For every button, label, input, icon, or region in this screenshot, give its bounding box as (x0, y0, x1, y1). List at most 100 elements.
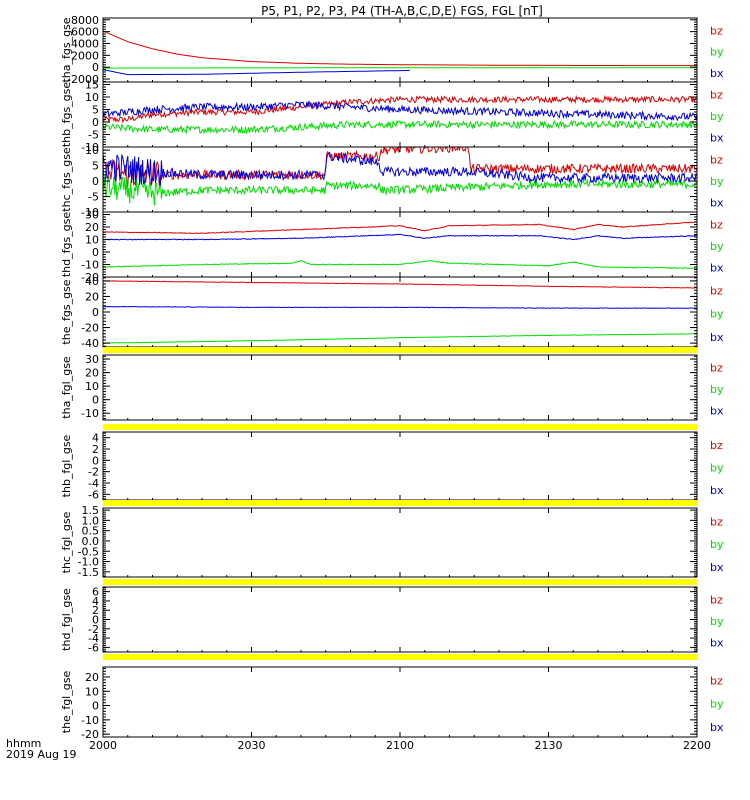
x-axis: 2000 2030 2100 2130 2200 (89, 18, 711, 752)
x-tick-label: 2100 (386, 739, 414, 752)
panel-frame (102, 507, 698, 578)
no-data-bar-top (103, 424, 697, 430)
y-tick-label: -4 (88, 477, 99, 490)
panel-thb_fgl_gse: 420-2-4-6 thb_fgl_gse bz by bx (60, 424, 724, 501)
y-tick-label: 20 (85, 290, 99, 303)
panel-frame (102, 431, 698, 501)
y-tick-label: 5 (92, 160, 99, 173)
legend-bx: bx (710, 484, 724, 497)
y-tick-label: -5 (88, 129, 99, 142)
panel-frame (102, 354, 698, 421)
y-axis-label: thc_fgs_gse (60, 147, 73, 212)
legend-by: by (710, 240, 724, 253)
y-tick-label: -10 (81, 259, 99, 272)
legend-by: by (710, 175, 724, 188)
y-tick-label: 30 (85, 209, 99, 222)
y-axis-label: tha_fgl_gse (60, 356, 73, 419)
y-tick-label: 20 (85, 221, 99, 234)
y-tick-label: -0.5 (78, 545, 99, 558)
legend-by: by (710, 615, 724, 628)
legend-bx: bx (710, 262, 724, 275)
y-tick-label: 10 (85, 380, 99, 393)
x-tick-label: 2130 (535, 739, 563, 752)
legend-bz: bz (710, 89, 723, 102)
y-tick-label: 4 (92, 432, 99, 445)
y-tick-label: 5 (92, 104, 99, 117)
y-tick-label: -10 (81, 714, 99, 727)
legend-bz: bz (710, 439, 723, 452)
y-tick-label: 10 (85, 144, 99, 157)
y-tick-label: 1.5 (82, 504, 100, 517)
series-bx-thb_fgs_gse (103, 100, 697, 122)
plot-title: P5, P1, P2, P3, P4 (TH-A,B,C,D,E) FGS, F… (261, 4, 543, 18)
y-tick-label: 4 (92, 595, 99, 608)
y-tick-label: 20 (85, 671, 99, 684)
y-axis-label: the_fgs_gse (60, 279, 73, 344)
y-tick-label: 4000 (71, 37, 99, 50)
y-tick-label: 0 (92, 116, 99, 129)
y-tick-label: -4 (88, 632, 99, 645)
y-tick-label: 0.5 (82, 525, 100, 538)
no-data-bar-bottom (103, 654, 697, 660)
series-bx-the_fgs_gse (103, 305, 697, 309)
panel-thc_fgs_gse: 10 5 0 -5 -10 thc_fgs_gse bz by bx (60, 144, 724, 219)
legend-bx: bx (710, 67, 724, 80)
x-tick-label: 2000 (89, 739, 117, 752)
y-tick-label: -10 (81, 407, 99, 420)
series-bz-thb_fgs_gse (103, 94, 697, 124)
y-axis-label: thc_fgl_gse (60, 511, 73, 573)
y-tick-label: 30 (85, 353, 99, 366)
y-tick-label: -20 (81, 271, 99, 284)
y-tick-label: 6000 (71, 26, 99, 39)
series-by-the_fgs_gse (103, 333, 697, 344)
panel-frame (102, 586, 698, 653)
y-tick-label: -6 (88, 488, 99, 501)
y-tick-label: 0 (92, 246, 99, 259)
y-tick-label: -1.0 (78, 556, 99, 569)
y-axis-label: tha_fgs_gse (60, 17, 73, 82)
y-tick-label: 0 (92, 614, 99, 627)
y-axis-label: the_fgl_gse (60, 671, 73, 734)
y-tick-label: 0 (92, 454, 99, 467)
legend-bx: bx (710, 721, 724, 734)
legend-by: by (710, 462, 724, 475)
legend-bz: bz (710, 362, 723, 375)
no-data-bar-top (103, 347, 697, 353)
panel-the_fgs_gse: 40 20 0 -20 -40 the_fgs_gse bz by bx (60, 275, 724, 350)
legend-bz: bz (710, 675, 723, 688)
legend-bz: bz (710, 154, 723, 167)
y-tick-label: -2000 (67, 73, 99, 86)
series-bx-thd_fgs_gse (103, 233, 697, 241)
y-tick-label: 0 (92, 306, 99, 319)
y-tick-label: 10 (85, 91, 99, 104)
y-axis-label: thd_fgl_gse (60, 588, 73, 651)
y-tick-label: 2 (92, 443, 99, 456)
series-bz-thd_fgs_gse (103, 221, 697, 235)
y-tick-label: -20 (81, 728, 99, 741)
x-corner-label-hhmm: hhmm (6, 737, 41, 750)
legend-by: by (710, 383, 724, 396)
y-tick-label: -2 (88, 623, 99, 636)
y-axis-label: thd_fgs_gse (60, 212, 73, 278)
y-tick-label: 0 (92, 700, 99, 713)
legend-by: by (710, 538, 724, 551)
y-tick-label: -1.5 (78, 566, 99, 579)
legend-by: by (710, 46, 724, 59)
y-tick-label: -20 (81, 322, 99, 335)
y-tick-label: 0.0 (82, 535, 100, 548)
legend-bz: bz (710, 594, 723, 607)
legend-bx: bx (710, 405, 724, 418)
panel-frame (102, 146, 698, 213)
y-tick-label: 10 (85, 685, 99, 698)
no-data-bar-top (103, 500, 697, 506)
y-axis-label: thb_fgs_gse (60, 82, 73, 148)
legend-bx: bx (710, 331, 724, 344)
y-tick-label: -40 (81, 337, 99, 350)
y-tick-label: 15 (85, 79, 99, 92)
